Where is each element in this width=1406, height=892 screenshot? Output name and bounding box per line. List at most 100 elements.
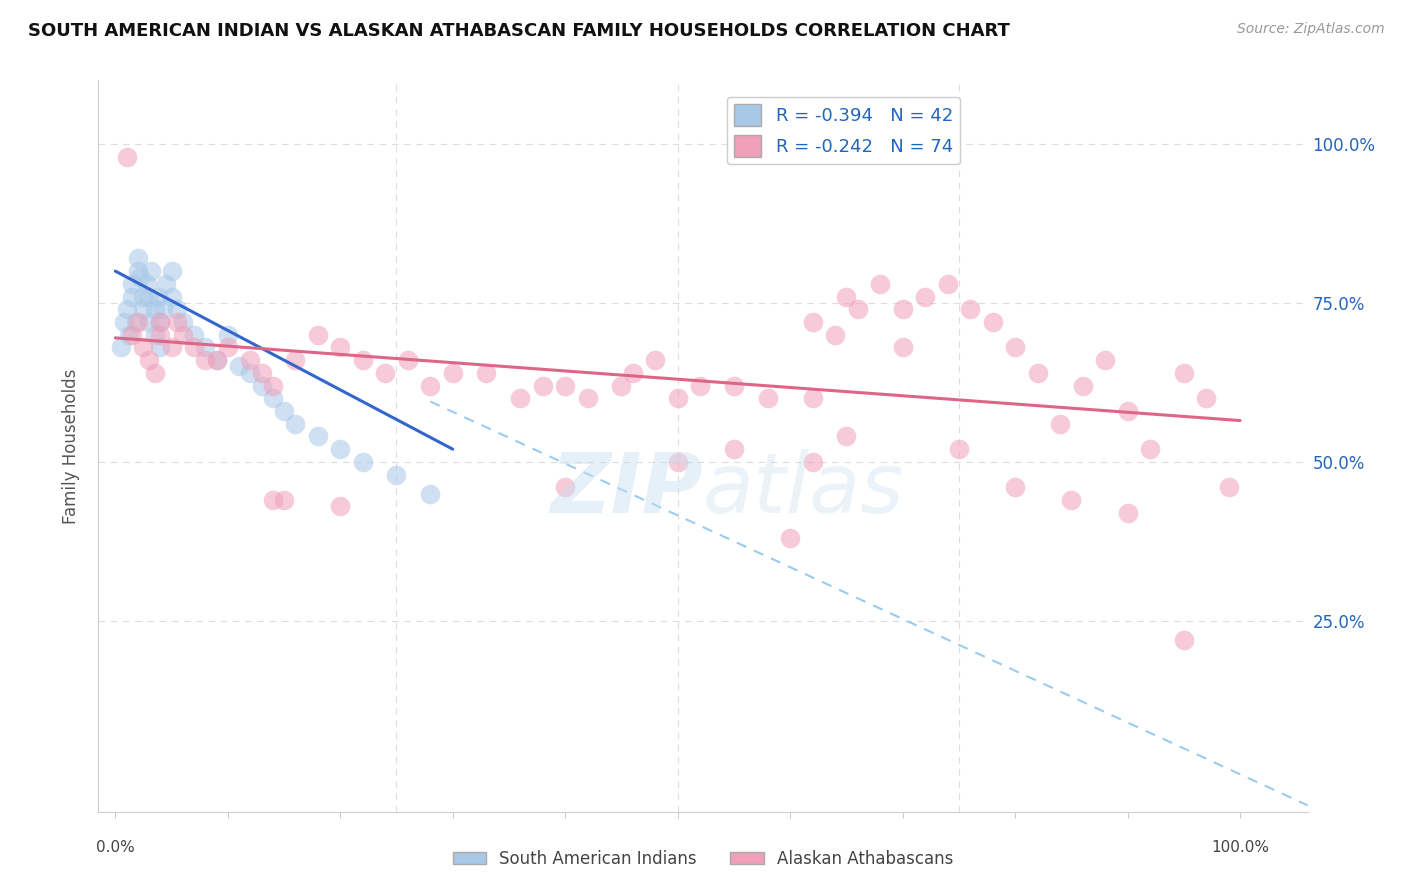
- Point: [891, 302, 914, 317]
- Legend: R = -0.394   N = 42, R = -0.242   N = 74: R = -0.394 N = 42, R = -0.242 N = 74: [727, 96, 960, 164]
- Point: [149, 315, 172, 329]
- Point: [183, 340, 205, 354]
- Point: [723, 442, 745, 457]
- Point: [239, 353, 262, 368]
- Point: [217, 340, 239, 354]
- Point: [149, 315, 172, 329]
- Point: [835, 289, 858, 303]
- Point: [396, 353, 419, 368]
- Point: [138, 353, 160, 368]
- Point: [228, 359, 250, 374]
- Point: [284, 417, 307, 431]
- Point: [329, 442, 352, 457]
- Point: [124, 315, 146, 329]
- Point: [160, 340, 183, 354]
- Point: [385, 467, 408, 482]
- Point: [149, 340, 172, 354]
- Point: [1173, 632, 1195, 647]
- Point: [118, 327, 141, 342]
- Point: [329, 340, 352, 354]
- Point: [352, 353, 374, 368]
- Point: [262, 493, 284, 508]
- Text: ZIP: ZIP: [550, 450, 703, 531]
- Point: [869, 277, 891, 291]
- Point: [914, 289, 936, 303]
- Point: [374, 366, 396, 380]
- Point: [610, 378, 633, 392]
- Point: [666, 455, 689, 469]
- Point: [115, 150, 138, 164]
- Point: [352, 455, 374, 469]
- Point: [801, 315, 824, 329]
- Point: [115, 302, 138, 317]
- Text: 0.0%: 0.0%: [96, 840, 135, 855]
- Point: [689, 378, 711, 392]
- Point: [127, 252, 149, 266]
- Point: [419, 378, 441, 392]
- Point: [801, 392, 824, 406]
- Point: [284, 353, 307, 368]
- Text: 100.0%: 100.0%: [1211, 840, 1270, 855]
- Point: [127, 315, 149, 329]
- Point: [143, 302, 166, 317]
- Point: [1139, 442, 1161, 457]
- Point: [441, 366, 464, 380]
- Point: [250, 366, 273, 380]
- Point: [143, 327, 166, 342]
- Point: [205, 353, 228, 368]
- Point: [132, 340, 155, 354]
- Point: [509, 392, 531, 406]
- Point: [1026, 366, 1049, 380]
- Point: [132, 289, 155, 303]
- Point: [141, 264, 163, 278]
- Point: [621, 366, 644, 380]
- Point: [1116, 506, 1139, 520]
- Point: [948, 442, 970, 457]
- Point: [273, 493, 295, 508]
- Point: [155, 277, 177, 291]
- Point: [166, 302, 188, 317]
- Point: [112, 315, 135, 329]
- Point: [644, 353, 666, 368]
- Point: [129, 270, 152, 285]
- Point: [172, 315, 194, 329]
- Point: [172, 327, 194, 342]
- Point: [149, 327, 172, 342]
- Point: [194, 340, 217, 354]
- Point: [262, 392, 284, 406]
- Point: [981, 315, 1004, 329]
- Point: [554, 480, 576, 494]
- Point: [779, 531, 801, 545]
- Point: [152, 302, 174, 317]
- Point: [273, 404, 295, 418]
- Point: [959, 302, 981, 317]
- Point: [801, 455, 824, 469]
- Point: [239, 366, 262, 380]
- Point: [554, 378, 576, 392]
- Point: [1071, 378, 1094, 392]
- Point: [183, 327, 205, 342]
- Point: [121, 277, 143, 291]
- Point: [307, 429, 329, 443]
- Point: [666, 392, 689, 406]
- Point: [194, 353, 217, 368]
- Point: [1195, 392, 1218, 406]
- Point: [1218, 480, 1240, 494]
- Point: [475, 366, 498, 380]
- Point: [329, 500, 352, 514]
- Legend: South American Indians, Alaskan Athabascans: South American Indians, Alaskan Athabasc…: [446, 844, 960, 875]
- Point: [824, 327, 846, 342]
- Point: [138, 289, 160, 303]
- Point: [1049, 417, 1071, 431]
- Point: [936, 277, 959, 291]
- Point: [1094, 353, 1116, 368]
- Point: [846, 302, 869, 317]
- Point: [419, 486, 441, 500]
- Point: [1060, 493, 1083, 508]
- Point: [891, 340, 914, 354]
- Y-axis label: Family Households: Family Households: [62, 368, 80, 524]
- Point: [160, 264, 183, 278]
- Point: [531, 378, 554, 392]
- Point: [121, 289, 143, 303]
- Point: [723, 378, 745, 392]
